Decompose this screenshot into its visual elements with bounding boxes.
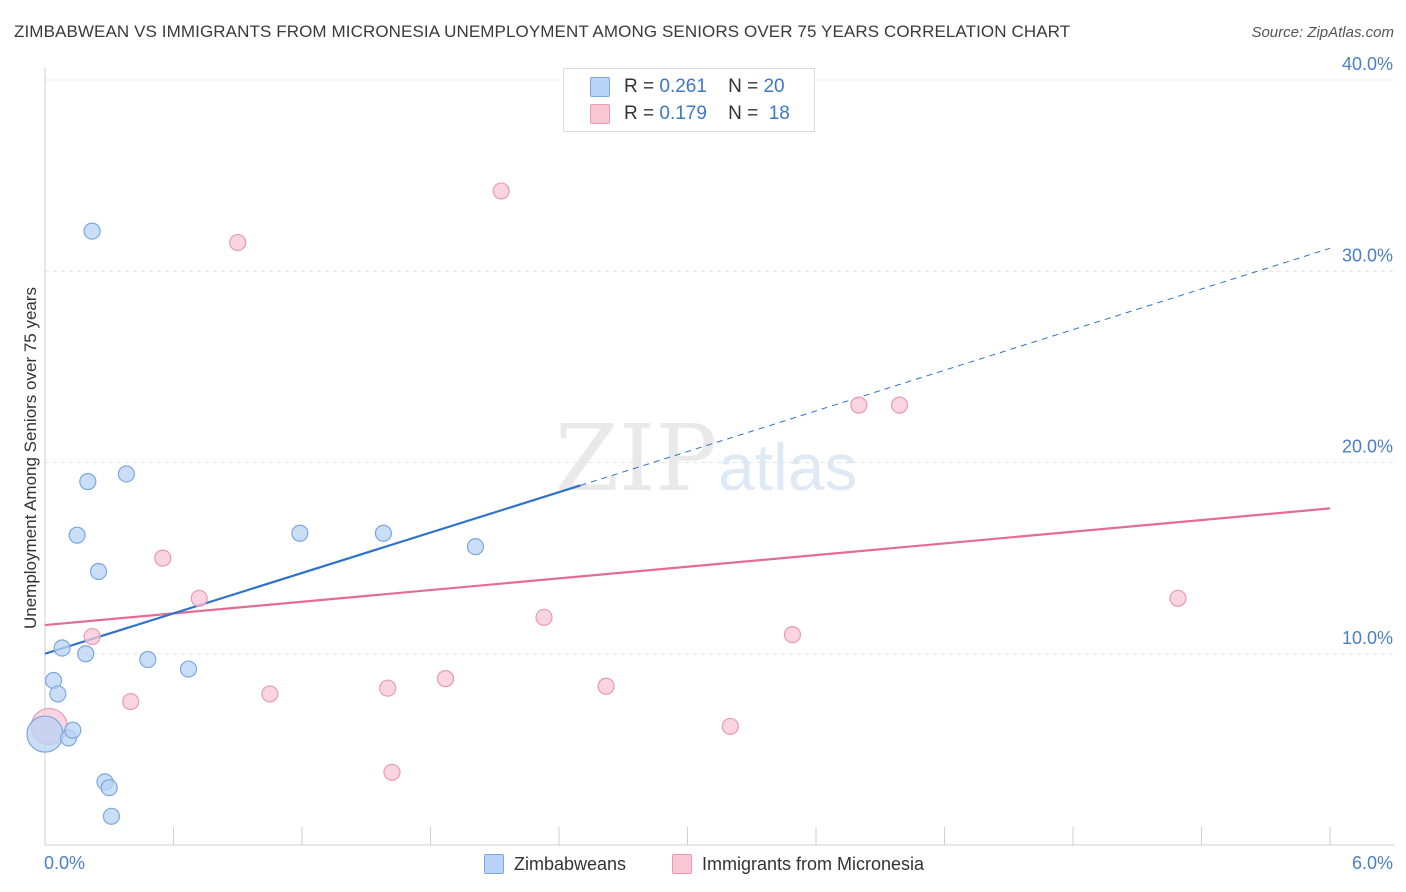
- point-micronesia: [83, 627, 101, 646]
- point-micronesia: [436, 670, 455, 688]
- point-zimbabweans: [291, 524, 309, 542]
- point-zimbabweans: [79, 473, 97, 491]
- point-micronesia: [535, 608, 553, 627]
- point-micronesia: [597, 677, 615, 695]
- correlation-legend: R = 0.261 N = 20 R = 0.179 N = 18: [563, 68, 815, 132]
- bottom-legend-label: Immigrants from Micronesia: [702, 853, 925, 874]
- point-micronesia: [1169, 589, 1187, 607]
- source-credit: Source: ZipAtlas.com: [1251, 24, 1394, 41]
- legend-n-label: N =: [728, 76, 759, 97]
- point-zimbabweans: [466, 538, 485, 556]
- legend-n-value: 18: [768, 103, 790, 124]
- point-micronesia: [379, 679, 397, 697]
- watermark: ZIP atlas: [555, 405, 857, 512]
- point-zimbabweans: [374, 524, 392, 542]
- trend-lines: [44, 247, 1331, 655]
- y-tick-label: 40.0%: [1342, 54, 1393, 74]
- x-tick-label-max: 6.0%: [1352, 853, 1393, 873]
- point-micronesia: [383, 763, 401, 781]
- point-zimbabweans: [139, 650, 157, 669]
- y-tick-label: 10.0%: [1342, 628, 1393, 648]
- point-micronesia: [229, 233, 247, 252]
- legend-row-zimbabweans: R = 0.261 N = 20: [590, 74, 785, 100]
- bottom-legend-label: Zimbabweans: [514, 853, 627, 874]
- point-zimbabweans: [83, 222, 101, 240]
- x-tick-label-min: 0.0%: [44, 853, 85, 873]
- point-zimbabweans: [68, 526, 86, 544]
- legend-r-value: 0.261: [659, 76, 707, 97]
- point-zimbabweans: [64, 721, 82, 739]
- point-zimbabweans: [77, 645, 95, 663]
- point-micronesia: [850, 396, 868, 414]
- legend-r-label: R =: [624, 103, 655, 124]
- point-micronesia: [261, 685, 279, 703]
- legend-n-value: 20: [763, 76, 785, 97]
- pink-swatch-icon: [672, 854, 692, 874]
- point-micronesia: [492, 182, 510, 200]
- point-zimbabweans: [89, 562, 108, 581]
- legend-r-label: R =: [624, 76, 655, 97]
- point-micronesia: [190, 589, 208, 607]
- point-zimbabweans: [179, 660, 198, 678]
- legend-n-label: N =: [728, 103, 759, 124]
- trend-line-micronesia: [44, 507, 1331, 627]
- blue-swatch-icon: [590, 77, 610, 97]
- y-tick-labels: 10.0% 20.0% 30.0% 40.0%: [1342, 54, 1393, 648]
- data-points: [26, 182, 1187, 825]
- x-ticks: [44, 827, 1331, 845]
- y-axis-title: Unemployment Among Seniors over 75 years: [21, 287, 40, 629]
- point-micronesia: [154, 549, 172, 567]
- point-zimbabweans: [117, 465, 135, 483]
- pink-swatch-icon: [590, 104, 610, 124]
- trend-line-zimbabweans: [44, 484, 581, 655]
- legend-row-micronesia: R = 0.179 N = 18: [590, 101, 790, 127]
- y-tick-label: 20.0%: [1342, 437, 1393, 457]
- watermark-zip: ZIP: [555, 405, 717, 512]
- y-tick-label: 30.0%: [1342, 245, 1393, 265]
- point-micronesia: [122, 692, 140, 711]
- point-micronesia: [783, 626, 802, 644]
- point-zimbabweans: [100, 779, 118, 797]
- point-zimbabweans: [26, 715, 64, 753]
- bottom-legend-micronesia: Immigrants from Micronesia: [672, 851, 924, 877]
- bottom-legend-zimbabweans: Zimbabweans: [484, 851, 626, 877]
- blue-swatch-icon: [484, 854, 504, 874]
- chart-title: ZIMBABWEAN VS IMMIGRANTS FROM MICRONESIA…: [14, 22, 1071, 41]
- point-micronesia: [890, 396, 909, 414]
- point-zimbabweans: [53, 639, 71, 657]
- point-zimbabweans: [102, 807, 120, 825]
- point-micronesia: [721, 717, 739, 736]
- point-zimbabweans: [49, 685, 67, 703]
- watermark-atlas: atlas: [718, 430, 857, 504]
- gridlines: [45, 79, 1394, 655]
- legend-r-value: 0.179: [659, 103, 707, 124]
